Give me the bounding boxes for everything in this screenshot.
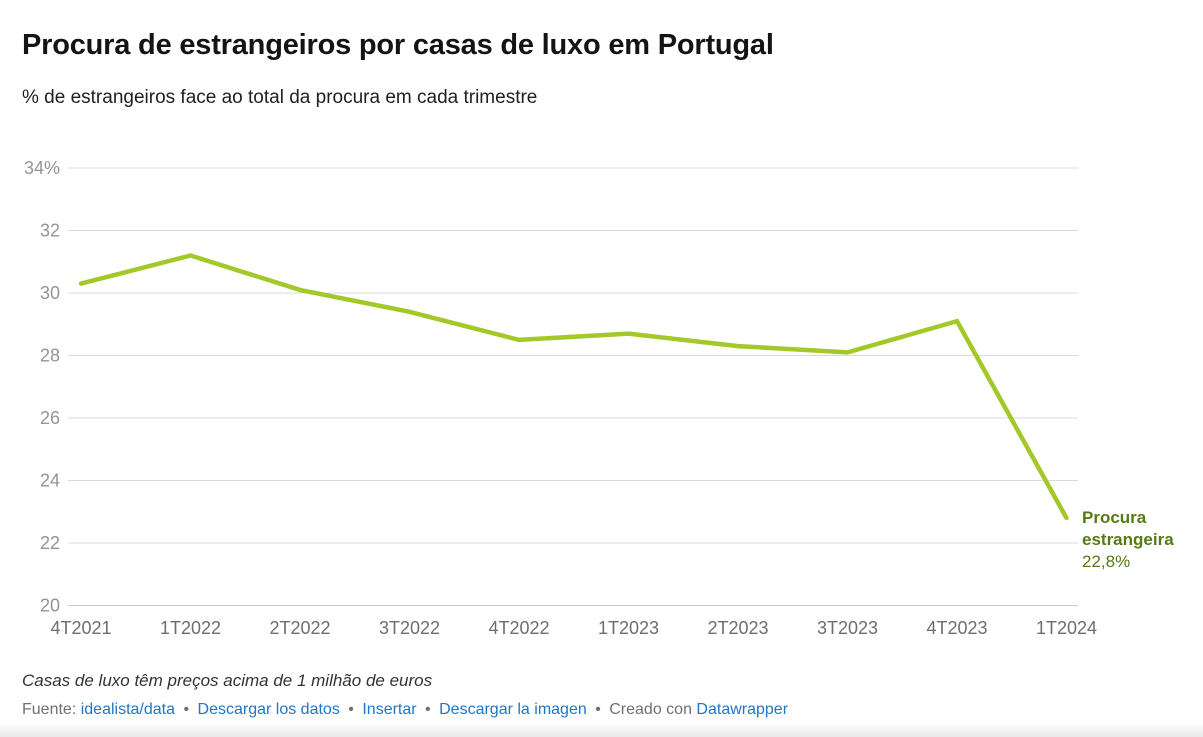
action-link-download-data[interactable]: Descargar los datos	[197, 701, 340, 718]
source-line: Fuente: idealista/data • Descargar los d…	[22, 701, 788, 719]
separator-dot: •	[595, 701, 601, 718]
series-line-procura-estrangeira	[78, 253, 1069, 521]
x-axis-tick-label: 1T2022	[160, 618, 221, 638]
action-link-embed[interactable]: Insertar	[362, 701, 417, 718]
x-axis-tick-label: 1T2024	[1036, 618, 1097, 638]
credit-link-datawrapper[interactable]: Datawrapper	[696, 701, 789, 718]
x-axis-tick-label: 2T2023	[707, 618, 768, 638]
footer-note: Casas de luxo têm preços acima de 1 milh…	[22, 671, 433, 690]
x-axis-tick-label: 2T2022	[269, 618, 330, 638]
y-axis-tick-label: 26	[40, 408, 60, 428]
line-chart-svg: 20 22 24 26 28 30 32 34% 4T2021 1T2022 2T2022 3T202…	[24, 158, 1097, 638]
separator-dot: •	[348, 701, 354, 718]
separator-dot: •	[183, 701, 190, 718]
x-axis-tick-label: 4T2022	[488, 618, 549, 638]
y-axis-tick-label: 34%	[24, 158, 60, 178]
source-link-idealista[interactable]: idealista/data	[80, 701, 176, 718]
y-axis-tick-label: 24	[40, 471, 60, 491]
credit-text: Creado con	[609, 701, 692, 718]
y-axis-tick-label: 32	[40, 221, 60, 241]
chart-subtitle: % de estrangeiros face ao total da procu…	[22, 87, 538, 108]
x-axis-tick-label: 1T2023	[598, 618, 659, 638]
source-prefix: Fuente:	[22, 701, 77, 718]
x-axis-tick-label: 3T2023	[817, 618, 878, 638]
y-axis-tick-label: 20	[40, 596, 60, 616]
action-link-download-image[interactable]: Descargar la imagen	[439, 701, 587, 718]
page-bottom-strip	[0, 723, 1203, 737]
x-axis-tick-label: 3T2022	[379, 618, 440, 638]
series-name-label: Procura estrangeira	[1082, 508, 1174, 549]
x-axis-tick-label: 4T2023	[926, 618, 987, 638]
y-axis-tick-label: 22	[40, 533, 60, 553]
y-axis-tick-label: 30	[40, 283, 60, 303]
y-axis-tick-label: 28	[40, 346, 60, 366]
x-axis-tick-label: 4T2021	[50, 618, 111, 638]
series-end-label: Procura estrangeira 22,8%	[1082, 507, 1198, 573]
separator-dot: •	[425, 701, 431, 718]
series-value-label: 22,8%	[1082, 552, 1131, 571]
chart-title: Procura de estrangeiros por casas de lux…	[22, 29, 774, 61]
